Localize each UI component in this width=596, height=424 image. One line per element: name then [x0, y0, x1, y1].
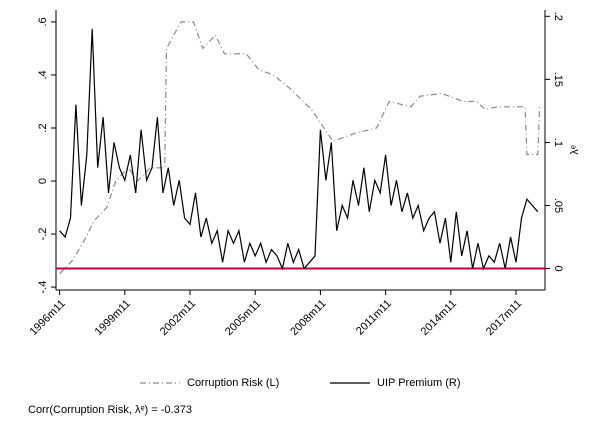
x-tick-label: 2008m11	[288, 298, 328, 338]
y-tick-label: -.4	[37, 281, 49, 294]
x-tick-label: 2017m11	[484, 298, 524, 338]
x-tick-label: 1996m11	[27, 298, 67, 338]
y2-tick-label: .2	[552, 12, 564, 21]
y2-tick-label: .1	[552, 138, 564, 147]
y-tick-label: .2	[37, 123, 49, 132]
series-line	[59, 28, 539, 271]
y2-tick-label: .05	[552, 198, 564, 213]
x-tick-label: 2002m11	[158, 298, 198, 338]
legend-label: Corruption Risk (L)	[187, 377, 279, 389]
x-tick-label: 2005m11	[223, 298, 263, 338]
x-tick-label: 2014m11	[419, 298, 459, 338]
x-tick-label: 2011m11	[354, 298, 394, 338]
y-tick-label: -.2	[37, 228, 49, 241]
y2-tick-label: 0	[552, 265, 564, 271]
y-tick-label: .4	[37, 70, 49, 79]
y2-tick-label: .15	[552, 72, 564, 87]
chart-note: Corr(Corruption Risk, λᵉ) = -0.373	[28, 404, 192, 416]
y-tick-label: 0	[37, 178, 49, 184]
legend-label: UIP Premium (R)	[377, 377, 461, 389]
x-tick-label: 1999m11	[93, 298, 133, 338]
y-tick-label: .6	[37, 17, 49, 26]
y2-axis-title: λᵉ	[569, 145, 581, 155]
